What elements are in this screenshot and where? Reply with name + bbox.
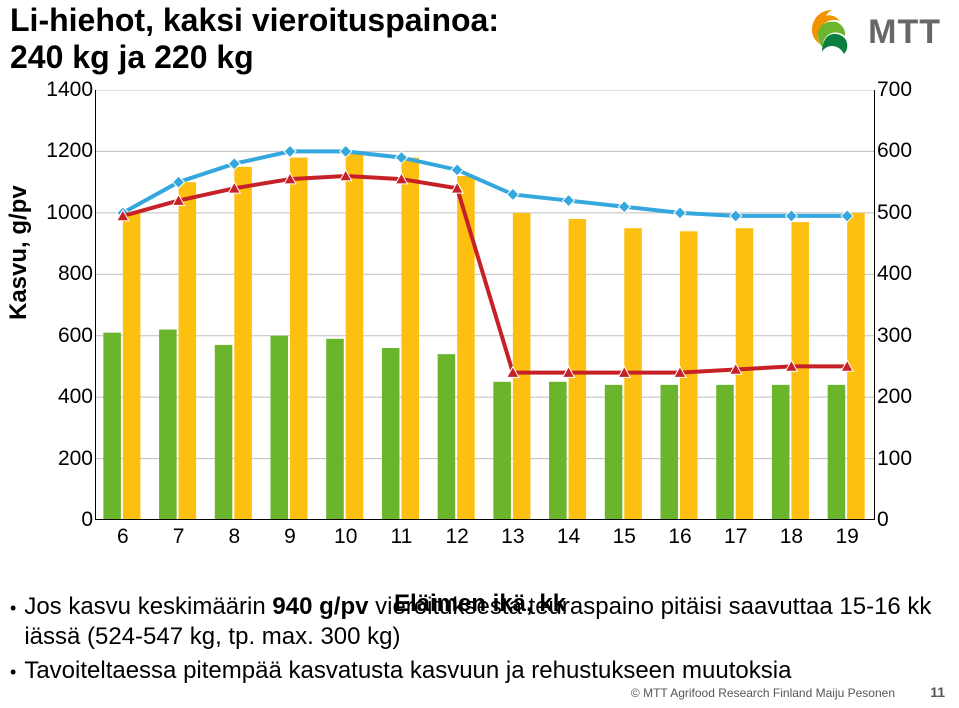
y2-tick-label: 300 bbox=[877, 324, 927, 348]
x-tick-label: 17 bbox=[724, 525, 747, 549]
slide-title: Li-hiehot, kaksi vieroituspainoa: 240 kg… bbox=[10, 2, 499, 76]
y2-tick-label: 400 bbox=[877, 262, 927, 286]
y2-tick-label: 700 bbox=[877, 78, 927, 102]
bullet-text: Jos kasvu keskimäärin 940 g/pv vieroituk… bbox=[24, 592, 949, 652]
mtt-swirl-icon bbox=[806, 6, 858, 58]
x-tick-label: 6 bbox=[117, 525, 129, 549]
x-tick-label: 13 bbox=[501, 525, 524, 549]
credit-line: © MTT Agrifood Research Finland Maiju Pe… bbox=[0, 686, 895, 700]
x-tick-label: 12 bbox=[445, 525, 468, 549]
x-tick-label: 19 bbox=[835, 525, 858, 549]
mtt-logo-text: MTT bbox=[868, 13, 941, 52]
mtt-logo: MTT bbox=[806, 6, 941, 58]
y2-tick-label: 100 bbox=[877, 447, 927, 471]
y1-tick-label: 1200 bbox=[43, 139, 93, 163]
y1-tick-label: 1000 bbox=[43, 201, 93, 225]
x-tick-label: 18 bbox=[780, 525, 803, 549]
y1-tick-label: 0 bbox=[43, 508, 93, 532]
y1-tick-label: 400 bbox=[43, 385, 93, 409]
x-tick-label: 11 bbox=[391, 525, 413, 549]
chart: Kasvu, g/pv Elopaino, kg Eläimen ikä, kk… bbox=[10, 80, 950, 580]
bullet-item: •Jos kasvu keskimäärin 940 g/pv vieroitu… bbox=[10, 592, 949, 652]
x-tick-label: 16 bbox=[668, 525, 691, 549]
y2-tick-label: 0 bbox=[877, 508, 927, 532]
chart-plot bbox=[95, 90, 875, 520]
x-tick-label: 9 bbox=[284, 525, 296, 549]
x-tick-label: 14 bbox=[557, 525, 580, 549]
x-tick-label: 8 bbox=[228, 525, 240, 549]
bullet-list: •Jos kasvu keskimäärin 940 g/pv vieroitu… bbox=[10, 592, 949, 692]
page-number: 11 bbox=[930, 684, 945, 700]
bullet-item: • Tavoiteltaessa pitempää kasvatusta kasv… bbox=[10, 656, 949, 688]
x-ticks: 6 7 8 9 10 11 12 13 14 15 16 17 18 19 bbox=[95, 525, 875, 555]
y2-tick-label: 600 bbox=[877, 139, 927, 163]
x-tick-label: 7 bbox=[173, 525, 185, 549]
bullet-dot-icon: • bbox=[10, 592, 16, 624]
bullet-dot-icon: • bbox=[10, 656, 16, 688]
y1-tick-label: 800 bbox=[43, 262, 93, 286]
x-tick-label: 15 bbox=[613, 525, 636, 549]
slide: Li-hiehot, kaksi vieroituspainoa: 240 kg… bbox=[0, 0, 959, 708]
y2-tick-label: 500 bbox=[877, 201, 927, 225]
y2-ticks: 0100200300400500600700 bbox=[877, 90, 922, 520]
y1-tick-label: 1400 bbox=[43, 78, 93, 102]
x-tick-label: 10 bbox=[334, 525, 357, 549]
bullet-text: Tavoiteltaessa pitempää kasvatusta kasvu… bbox=[24, 656, 791, 686]
y1-tick-label: 600 bbox=[43, 324, 93, 348]
y1-axis-label: Kasvu, g/pv bbox=[5, 185, 33, 320]
y1-ticks: 0200400600800100012001400 bbox=[48, 90, 93, 520]
y2-tick-label: 200 bbox=[877, 385, 927, 409]
y1-tick-label: 200 bbox=[43, 447, 93, 471]
